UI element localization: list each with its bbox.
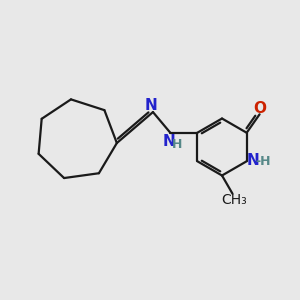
Text: N: N: [162, 134, 175, 149]
Text: N: N: [247, 153, 260, 168]
Text: -H: -H: [255, 155, 271, 168]
Text: H: H: [172, 138, 182, 151]
Text: N: N: [145, 98, 158, 113]
Text: O: O: [253, 101, 266, 116]
Text: CH₃: CH₃: [221, 193, 247, 207]
